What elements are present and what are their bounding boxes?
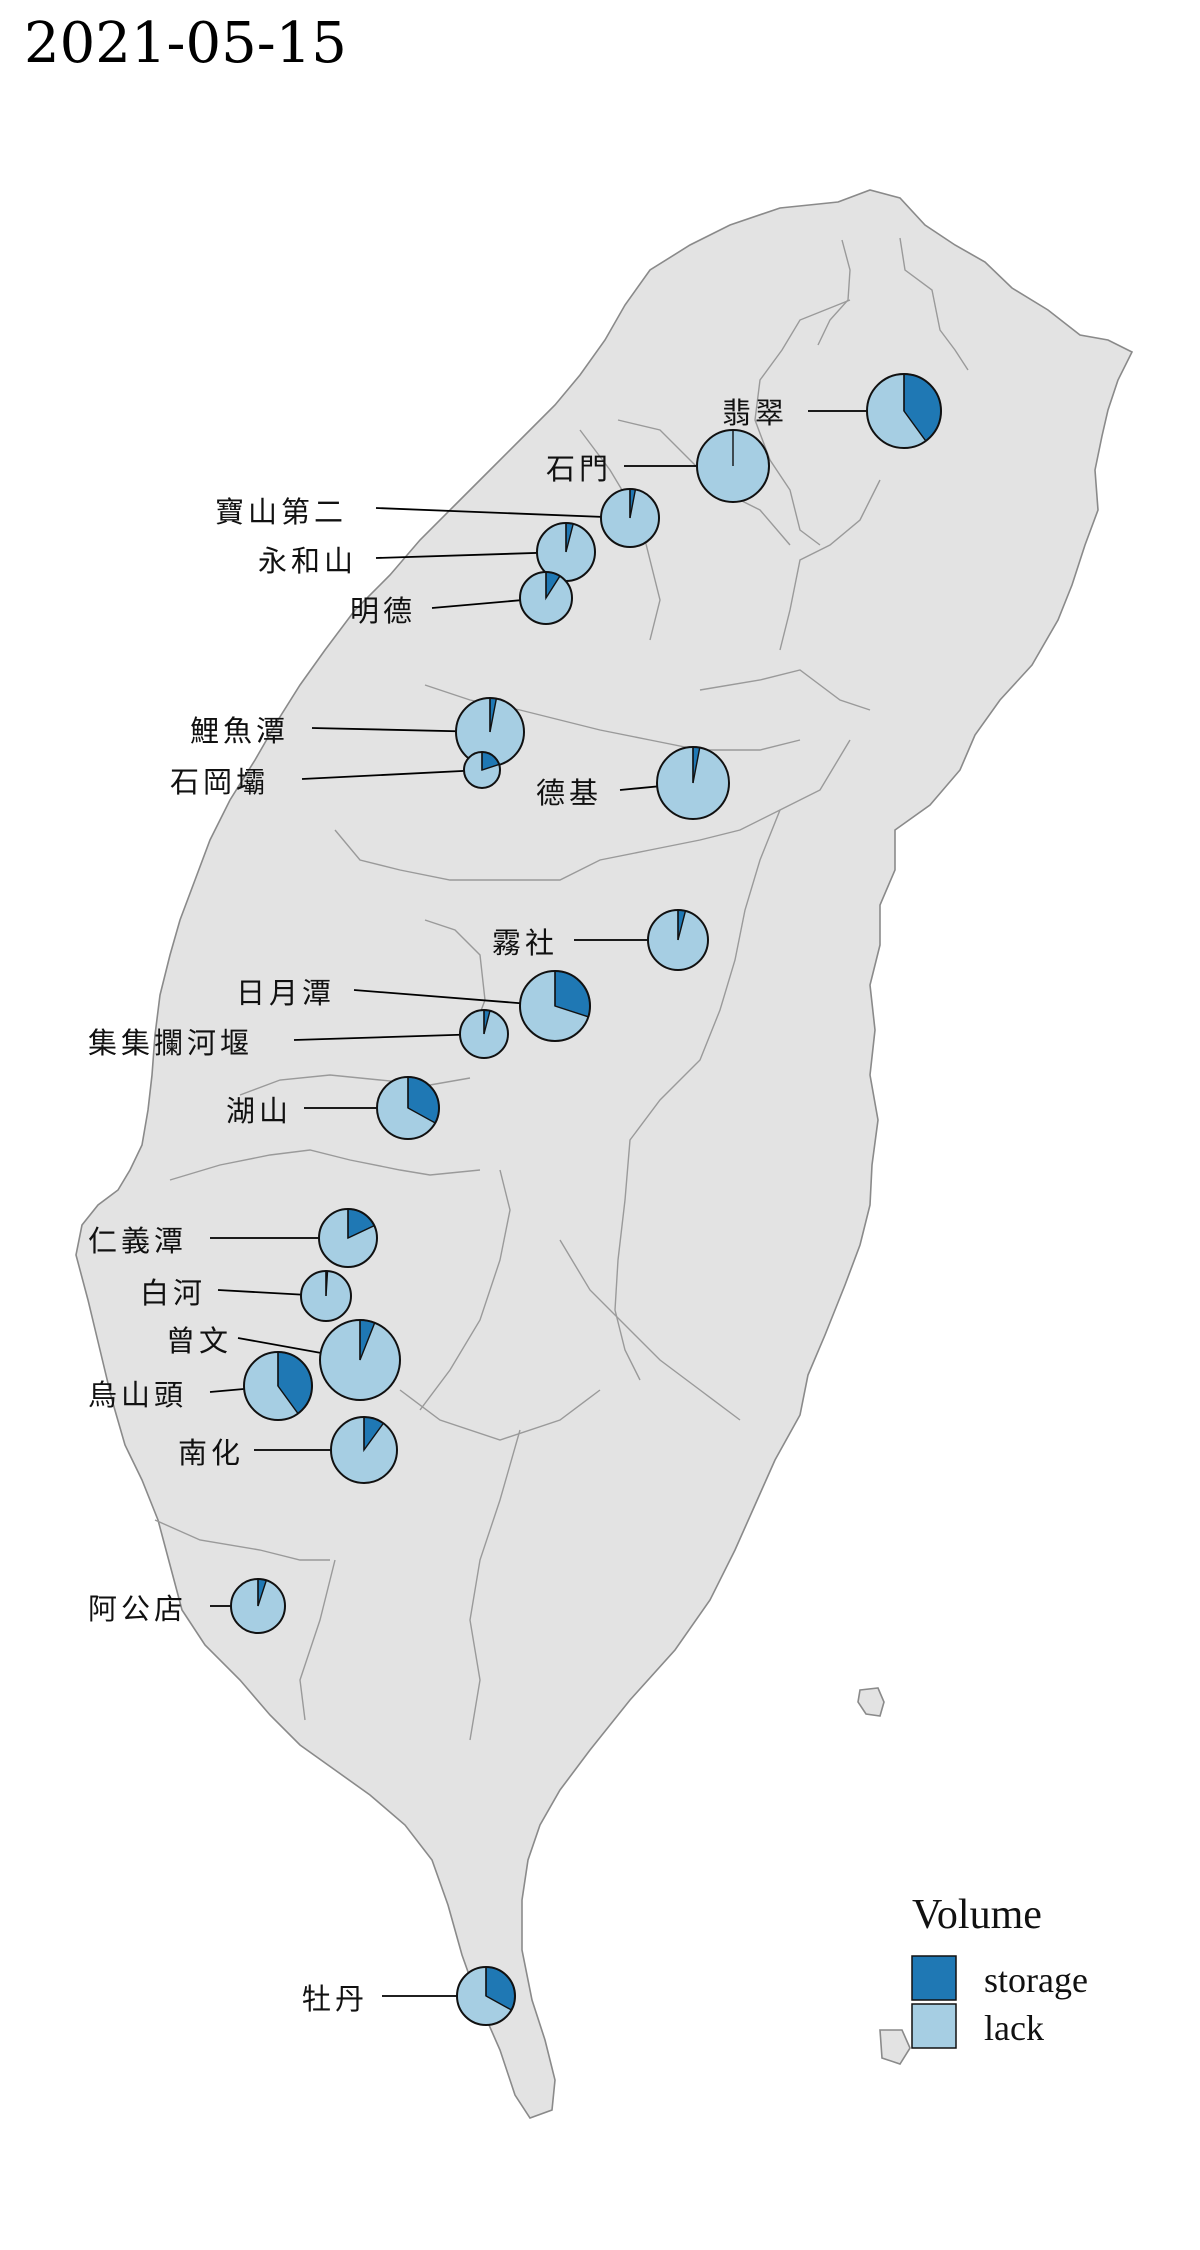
- leader-yonghe: [375, 551, 567, 559]
- label-yonghe: 永和山: [258, 544, 357, 578]
- pie-16: [243, 1351, 313, 1421]
- pie-outline: [376, 1076, 440, 1140]
- reservoir-labels: 翡翠 石門 寶山第二 永和山 明德 鯉魚潭 石岡壩 德基 霧社 日月潭 集集攔河…: [88, 396, 788, 2016]
- pie-outline: [600, 488, 660, 548]
- pie-7: [463, 751, 501, 789]
- pie-13: [318, 1208, 378, 1268]
- pie-1: [866, 373, 942, 449]
- pie-outline: [459, 1009, 509, 1059]
- label-zengwen: 曾文: [166, 1324, 232, 1358]
- pie-3: [600, 488, 660, 548]
- label-deji: 德基: [536, 776, 602, 810]
- pie-outline: [243, 1351, 313, 1421]
- label-shigang: 石岡壩: [170, 765, 269, 799]
- pie-outline: [318, 1208, 378, 1268]
- pie-outline: [647, 909, 709, 971]
- label-jiji: 集集攔河堰: [88, 1026, 253, 1060]
- label-mingde: 明德: [350, 594, 416, 628]
- small-island-southeast: [879, 2029, 911, 2065]
- label-hushan: 湖山: [226, 1094, 292, 1128]
- pie-6: [455, 697, 525, 767]
- pie-outline: [656, 746, 730, 820]
- pie-outline: [866, 373, 942, 449]
- pie-outline: [696, 429, 770, 503]
- pie-10: [519, 970, 591, 1042]
- legend-swatch-storage: [911, 1955, 957, 2001]
- pie-14: [300, 1270, 352, 1322]
- leader-jiji: [293, 1033, 485, 1041]
- pie-outline: [319, 1319, 401, 1401]
- pie-17: [330, 1416, 398, 1484]
- legend-label-storage: storage: [984, 1960, 1088, 2000]
- pie-outline: [330, 1416, 398, 1484]
- pie-outline: [230, 1578, 286, 1634]
- map-title: 2021-05-15: [24, 11, 347, 76]
- legend-swatch-lack: [911, 2003, 957, 2049]
- reservoir-pies: [230, 373, 942, 2026]
- county-borders: [154, 237, 969, 1741]
- pie-11: [459, 1009, 509, 1059]
- label-feicui: 翡翠: [722, 396, 788, 430]
- pie-19: [456, 1966, 516, 2026]
- small-island-east: [857, 1687, 885, 1717]
- pie-outline: [456, 1966, 516, 2026]
- pie-9: [647, 909, 709, 971]
- leader-baoshan2: [375, 507, 631, 519]
- label-nanhua: 南化: [178, 1436, 244, 1470]
- label-baoshan2: 寶山第二: [215, 495, 347, 529]
- pie-15: [319, 1319, 401, 1401]
- label-mudan: 牡丹: [302, 1982, 368, 2016]
- pie-12: [376, 1076, 440, 1140]
- label-wushe: 霧社: [492, 926, 558, 960]
- pie-2: [696, 429, 770, 503]
- taiwan-island: [75, 189, 1134, 2119]
- label-wushantou: 烏山頭: [88, 1378, 187, 1412]
- label-liyutan: 鯉魚潭: [190, 714, 289, 748]
- label-sunmoon: 日月潭: [236, 976, 335, 1010]
- legend: Volume storage lack: [911, 1892, 1088, 2049]
- pie-5: [519, 571, 573, 625]
- pie-outline: [300, 1270, 352, 1322]
- pie-outline: [519, 970, 591, 1042]
- legend-title: Volume: [912, 1892, 1042, 1938]
- leader-shigang: [301, 769, 483, 780]
- pie-outline: [519, 571, 573, 625]
- pie-18: [230, 1578, 286, 1634]
- label-baihe: 白河: [140, 1276, 206, 1310]
- label-agongdian: 阿公店: [88, 1592, 187, 1626]
- label-shimen: 石門: [546, 452, 612, 486]
- legend-label-lack: lack: [984, 2008, 1044, 2048]
- label-renyitan: 仁義潭: [88, 1224, 187, 1258]
- pie-outline: [463, 751, 501, 789]
- pie-8: [656, 746, 730, 820]
